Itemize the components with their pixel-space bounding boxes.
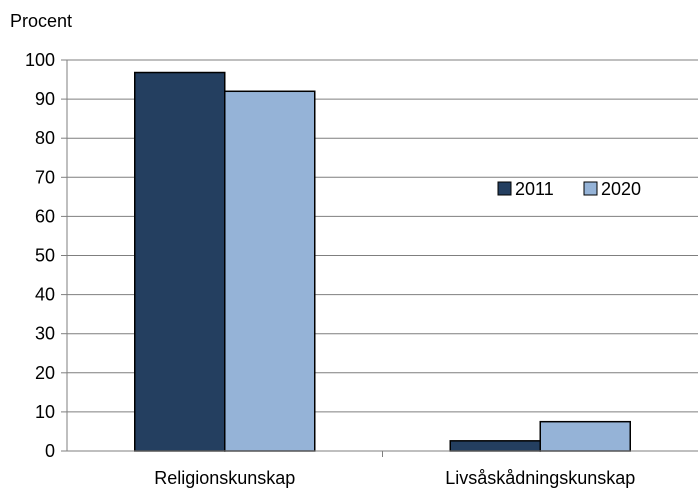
axes <box>61 59 698 457</box>
x-tick-labels: Religionskunskap Livsåskådningskunskap <box>154 468 635 488</box>
bars <box>134 71 631 452</box>
legend-swatch-2011 <box>497 181 512 196</box>
y-tick-label: 60 <box>35 206 55 226</box>
y-tick-label: 10 <box>35 402 55 422</box>
bar-2020-1 <box>224 90 316 452</box>
y-tick-label: 50 <box>35 246 55 266</box>
bar-2011-2 <box>449 440 541 452</box>
y-tick-label: 0 <box>45 441 55 461</box>
y-tick-label: 30 <box>35 324 55 344</box>
bar-2011-1 <box>134 71 226 452</box>
y-tick-label: 90 <box>35 89 55 109</box>
y-tick-label: 80 <box>35 128 55 148</box>
y-axis-label: Procent <box>10 11 72 31</box>
legend-label-2011: 2011 <box>515 179 554 199</box>
legend-swatch-2020 <box>583 181 598 196</box>
y-tick-label: 100 <box>25 50 55 70</box>
y-tick-labels: 0 10 20 30 40 50 60 70 80 90 100 <box>25 50 55 461</box>
x-tick-label: Religionskunskap <box>154 468 295 488</box>
y-tick-label: 20 <box>35 363 55 383</box>
legend: 2011 2020 <box>497 179 641 199</box>
bar-2020-2 <box>539 420 631 452</box>
y-tick-label: 40 <box>35 285 55 305</box>
y-tick-label: 70 <box>35 167 55 187</box>
x-tick-label: Livsåskådningskunskap <box>445 468 635 488</box>
legend-label-2020: 2020 <box>601 179 641 199</box>
